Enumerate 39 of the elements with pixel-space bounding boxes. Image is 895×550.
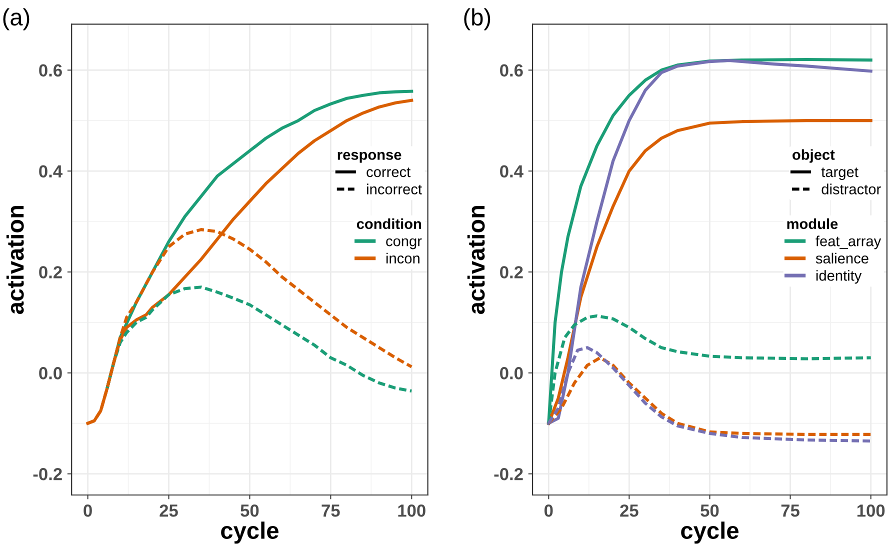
x-tick-label: 25	[620, 504, 638, 517]
x-tick-label: 75	[322, 504, 340, 517]
y-tick-label: 0.0	[39, 367, 62, 380]
y-tick-label: 0.0	[500, 367, 523, 380]
legend-label: feat_array	[816, 236, 882, 250]
x-tick-label: 50	[240, 504, 259, 517]
annotation: incorrect	[367, 184, 422, 194]
chart-title: (a)	[3, 8, 30, 30]
legend-label: identity	[816, 270, 862, 284]
y-axis-title: activation	[467, 206, 485, 314]
annotation: distractor	[822, 184, 881, 194]
annotation: response	[338, 152, 402, 163]
y-tick-label: 0.6	[39, 64, 62, 77]
annotation: target	[821, 168, 858, 180]
x-tick-label: 50	[700, 504, 719, 517]
x-tick-label: 0	[84, 504, 92, 517]
y-tick-label: -0.2	[33, 468, 62, 480]
y-tick-label: 0.6	[500, 64, 523, 77]
legend-label: salience	[816, 252, 868, 264]
x-axis-title: cycle	[681, 522, 738, 544]
y-tick-label: 0.4	[39, 165, 62, 178]
y-axis-title: activation	[6, 206, 24, 314]
annotation: object	[792, 149, 835, 163]
y-tick-label: -0.2	[494, 468, 523, 480]
y-tick-label: 0.4	[500, 165, 524, 178]
chart-title: (b)	[464, 8, 490, 30]
legend-title: module	[787, 218, 838, 230]
x-tick-label: 100	[398, 504, 426, 517]
y-tick-label: 0.2	[500, 266, 523, 278]
legend-title: condition	[356, 218, 422, 230]
x-tick-label: 25	[160, 504, 178, 517]
legend-label: incon	[386, 252, 420, 264]
legend-label: congr	[386, 238, 422, 250]
x-tick-label: 75	[781, 504, 800, 517]
x-tick-label: 0	[544, 504, 553, 517]
y-tick-label: 0.2	[39, 266, 62, 278]
x-tick-label: 100	[857, 504, 885, 517]
annotation: correct	[366, 168, 411, 178]
x-axis-title: cycle	[221, 522, 278, 544]
